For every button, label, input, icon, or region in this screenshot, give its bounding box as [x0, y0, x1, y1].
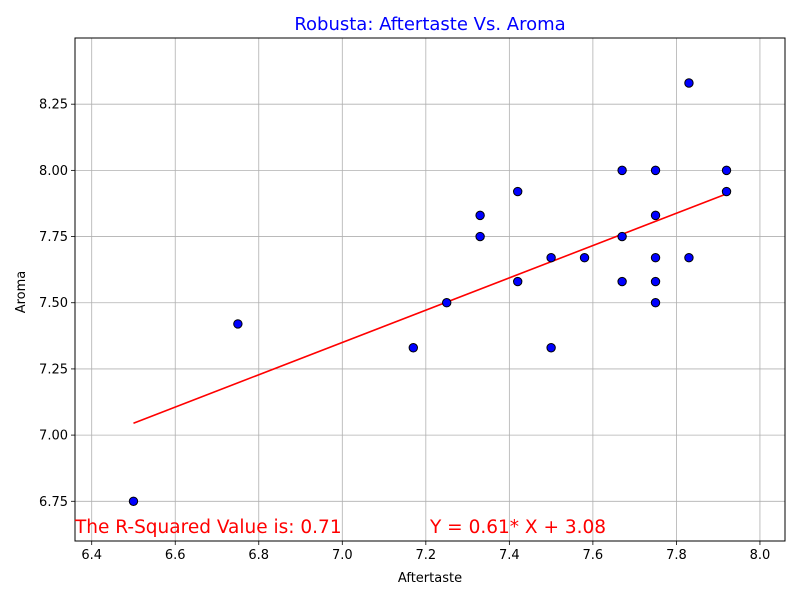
x-axis-ticks: 6.4 6.6 6.8 7.0 7.2 7.4 7.6 7.8 8.0: [81, 541, 770, 563]
data-points: [128, 78, 732, 506]
y-tick-label: 8.25: [39, 98, 68, 113]
data-point: [721, 186, 732, 197]
y-tick-label: 8.00: [39, 164, 68, 179]
data-point: [650, 276, 661, 287]
regression-line: [133, 193, 727, 424]
data-point: [684, 78, 694, 88]
x-tick-label: 7.4: [499, 548, 520, 563]
data-point: [650, 165, 661, 176]
data-point: [513, 186, 523, 197]
data-point: [513, 276, 523, 287]
data-point: [617, 231, 627, 242]
y-axis-ticks: 6.75 7.00 7.25 7.50 7.75 8.00 8.25: [39, 98, 75, 510]
data-point: [617, 165, 627, 176]
grid-lines: [75, 38, 785, 541]
x-tick-label: 7.6: [583, 548, 604, 563]
data-point: [721, 165, 732, 176]
y-tick-label: 7.00: [39, 429, 68, 444]
data-point: [684, 253, 694, 263]
plot-area-frame: [74, 37, 786, 542]
x-tick-label: 7.2: [415, 548, 436, 563]
x-tick-label: 6.4: [81, 548, 102, 563]
data-point: [650, 210, 661, 221]
x-tick-label: 8.0: [750, 548, 771, 563]
r-squared-annotation: The R-Squared Value is: 0.71: [74, 517, 342, 538]
data-point: [650, 253, 661, 263]
data-point: [442, 298, 452, 308]
y-tick-label: 7.25: [39, 362, 68, 377]
data-point: [546, 343, 556, 353]
x-tick-label: 7.0: [332, 548, 353, 563]
data-point: [475, 210, 485, 221]
x-tick-label: 6.8: [248, 548, 269, 563]
data-point: [579, 253, 590, 263]
data-point: [233, 319, 243, 329]
y-axis-label: Aroma: [14, 271, 29, 314]
data-point: [546, 253, 556, 263]
x-tick-label: 7.8: [666, 548, 687, 563]
regression-line-group: [133, 193, 727, 424]
y-tick-label: 7.75: [39, 230, 68, 245]
y-tick-label: 6.75: [39, 495, 68, 510]
data-point: [650, 298, 661, 308]
data-point: [475, 231, 485, 242]
y-tick-label: 7.50: [39, 296, 68, 311]
regression-equation-annotation: Y = 0.61* X + 3.08: [429, 517, 606, 538]
x-axis-label: Aftertaste: [398, 571, 462, 586]
data-point: [408, 343, 418, 353]
data-point: [617, 276, 627, 287]
data-point: [128, 496, 139, 506]
chart-title: Robusta: Aftertaste Vs. Aroma: [294, 14, 565, 35]
x-tick-label: 6.6: [165, 548, 186, 563]
